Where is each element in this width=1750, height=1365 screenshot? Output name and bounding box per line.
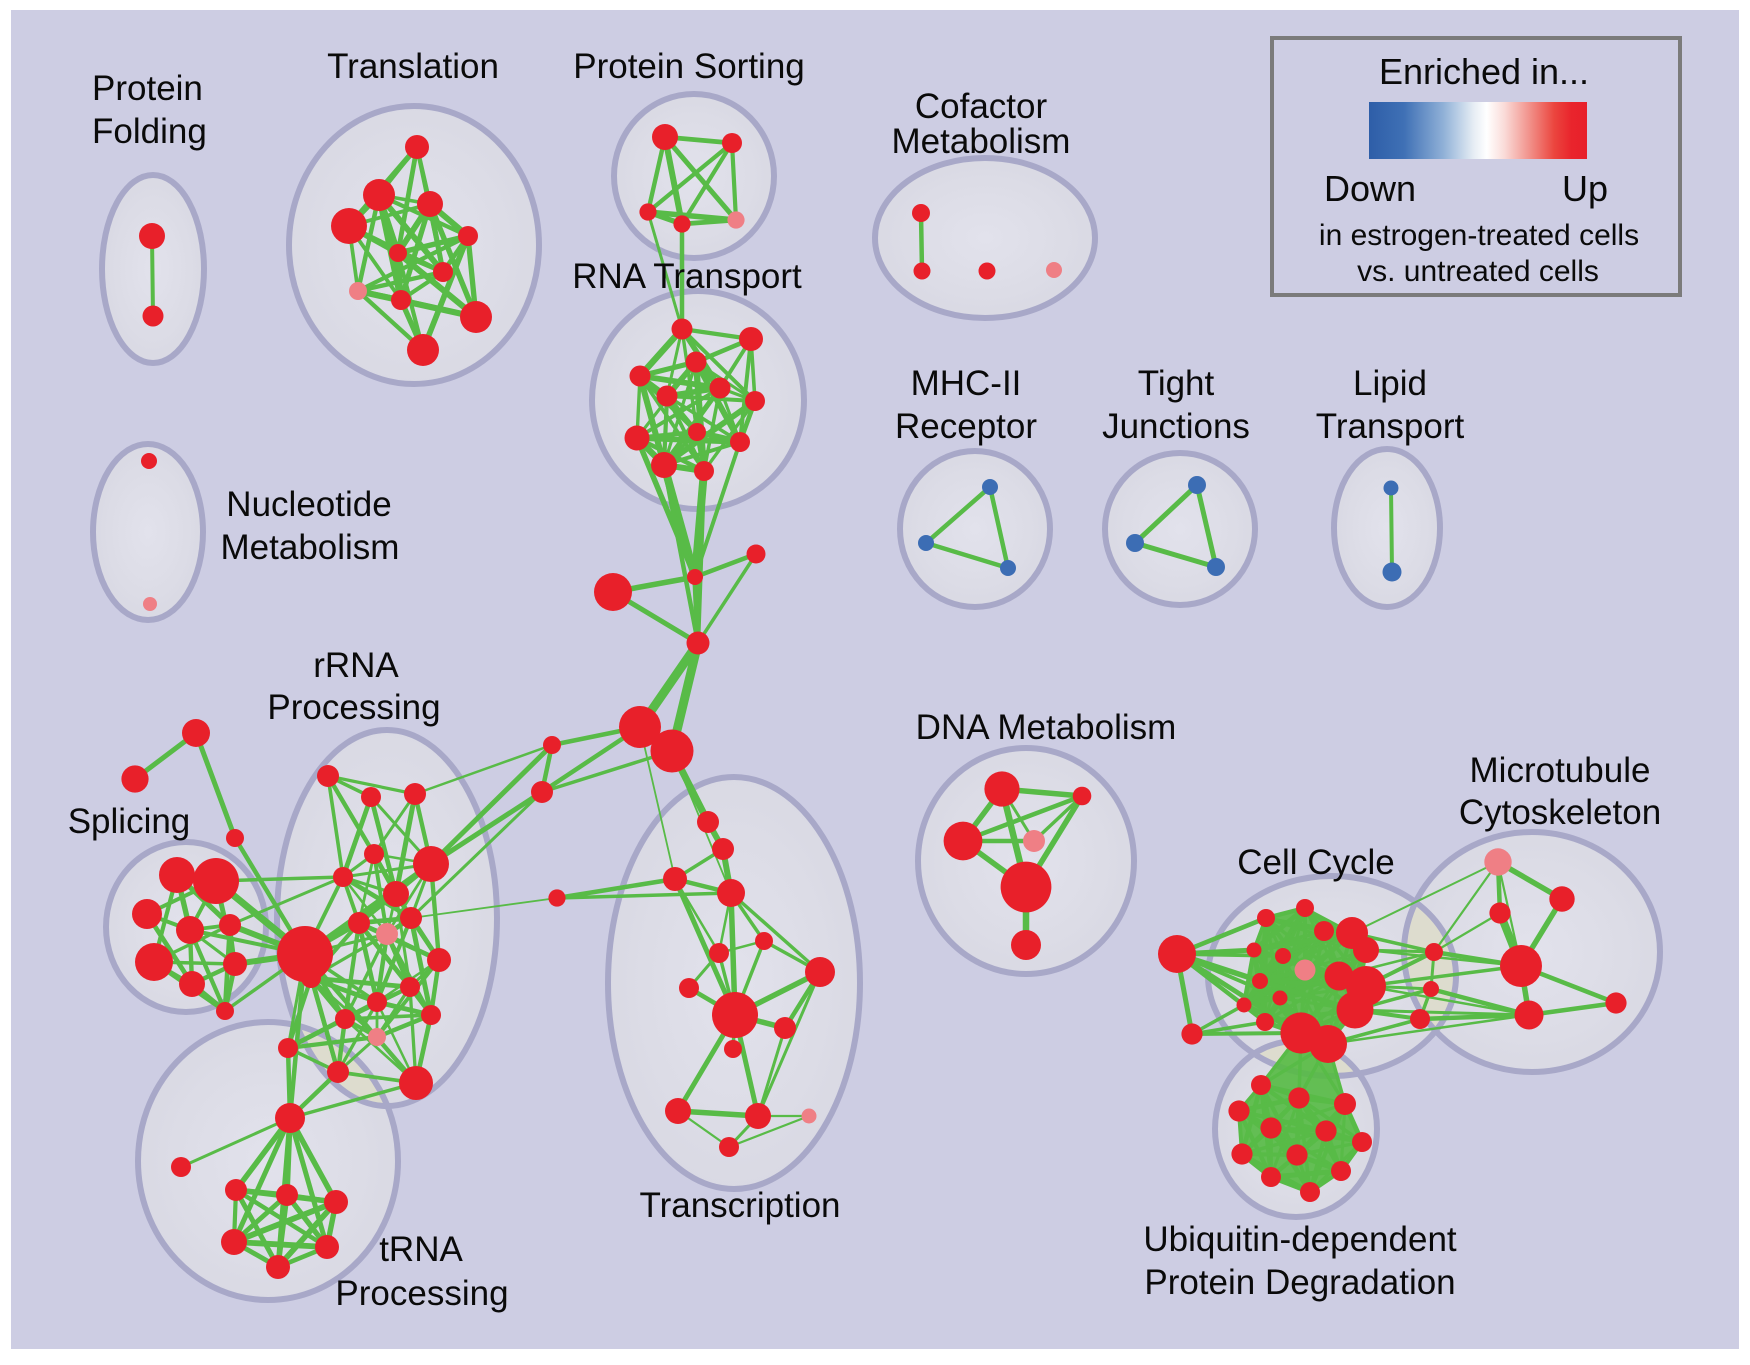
- svg-text:Up: Up: [1562, 168, 1608, 209]
- svg-text:Tight: Tight: [1138, 364, 1215, 403]
- svg-text:Processing: Processing: [335, 1274, 508, 1313]
- svg-text:Cofactor: Cofactor: [915, 87, 1048, 126]
- svg-text:Enriched in...: Enriched in...: [1379, 51, 1589, 92]
- svg-text:Lipid: Lipid: [1353, 364, 1427, 403]
- svg-text:MHC-II: MHC-II: [911, 364, 1022, 403]
- svg-text:Folding: Folding: [92, 112, 207, 151]
- svg-text:Junctions: Junctions: [1102, 407, 1250, 446]
- svg-text:Protein Sorting: Protein Sorting: [573, 47, 805, 86]
- svg-text:tRNA: tRNA: [379, 1230, 463, 1269]
- svg-text:RNA Transport: RNA Transport: [572, 257, 802, 296]
- svg-text:Cytoskeleton: Cytoskeleton: [1459, 793, 1661, 832]
- svg-text:Down: Down: [1324, 168, 1416, 209]
- svg-text:Processing: Processing: [267, 688, 440, 727]
- svg-text:Translation: Translation: [327, 47, 499, 86]
- svg-text:rRNA: rRNA: [313, 646, 399, 685]
- svg-text:Splicing: Splicing: [68, 802, 191, 841]
- svg-text:Cell Cycle: Cell Cycle: [1237, 843, 1395, 882]
- svg-text:Receptor: Receptor: [895, 407, 1037, 446]
- svg-text:Transcription: Transcription: [640, 1186, 841, 1225]
- svg-text:Protein Degradation: Protein Degradation: [1144, 1263, 1455, 1302]
- svg-text:vs. untreated cells: vs. untreated cells: [1357, 255, 1599, 288]
- svg-text:Ubiquitin-dependent: Ubiquitin-dependent: [1143, 1220, 1457, 1259]
- svg-text:Metabolism: Metabolism: [221, 528, 400, 567]
- svg-text:in estrogen-treated cells: in estrogen-treated cells: [1319, 219, 1639, 252]
- svg-text:DNA Metabolism: DNA Metabolism: [916, 708, 1177, 747]
- svg-text:Metabolism: Metabolism: [892, 122, 1071, 161]
- svg-text:Nucleotide: Nucleotide: [226, 485, 391, 524]
- svg-text:Microtubule: Microtubule: [1470, 751, 1651, 790]
- svg-text:Protein: Protein: [92, 69, 203, 108]
- svg-text:Transport: Transport: [1316, 407, 1465, 446]
